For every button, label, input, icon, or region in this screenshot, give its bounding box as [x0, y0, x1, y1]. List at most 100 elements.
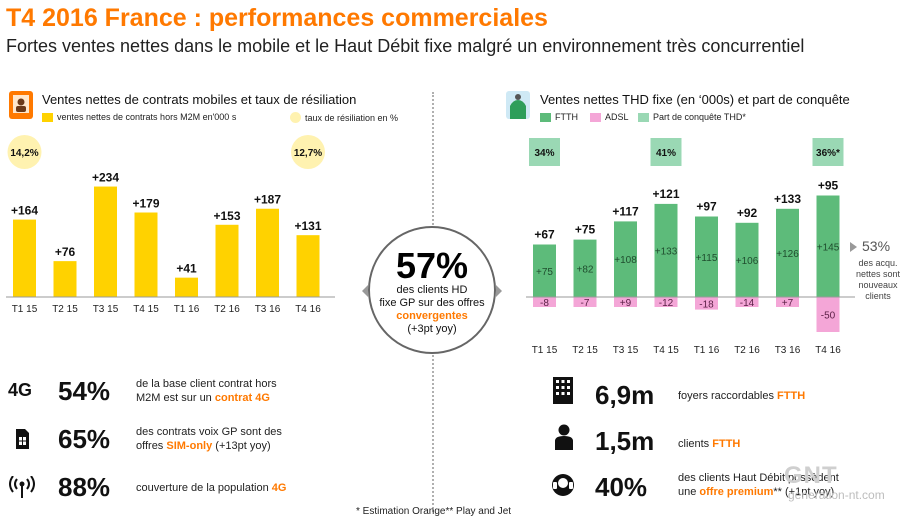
right-legend-share: Part de conquête THD*: [638, 112, 746, 122]
legend-label: FTTH: [555, 112, 578, 122]
bar-ftth-6: [776, 208, 799, 297]
ftth-value-label: +145: [817, 242, 840, 253]
ftth-value-label: +133: [655, 246, 678, 257]
bar-value-label: +153: [213, 209, 240, 223]
total-value-label: +95: [818, 179, 839, 193]
x-tick-label: T1 15: [532, 345, 558, 356]
share-box: [529, 138, 560, 166]
stat-desc-line: de la base client contrat hors: [136, 378, 277, 390]
bar-ftth-5: [735, 222, 759, 297]
stat-coverage-desc: couverture de la population 4G: [136, 481, 286, 495]
bar-ftth-2: [614, 221, 637, 297]
bar-value-label: +234: [92, 171, 119, 185]
total-value-label: +97: [696, 200, 717, 214]
total-value-label: +67: [534, 228, 555, 242]
bar-value-label: +187: [254, 193, 281, 207]
share-label: 34%: [534, 148, 554, 159]
x-tick-label: T3 15: [613, 345, 639, 356]
x-tick-label: T1 15: [12, 304, 38, 315]
bar-mobile-0: [13, 219, 36, 297]
bar-value-label: +41: [176, 262, 197, 276]
x-tick-label: T2 15: [52, 304, 78, 315]
bar-adsl-5: [735, 297, 759, 307]
bar-mobile-7: [296, 235, 320, 297]
left-legend-bar: ventes nettes de contrats hors M2M en'00…: [42, 112, 236, 122]
share-box: [812, 138, 844, 166]
right-legend-adsl: ADSL: [590, 112, 629, 122]
left-chart-title: Ventes nettes de contrats mobiles et tau…: [42, 92, 357, 107]
legend-swatch-yellow: [42, 112, 53, 122]
mobile-sales-chart: +164 T1 15 +76 T2 15 +234 T3 15 +179 T4 15 +41 T1…: [6, 135, 335, 315]
x-tick-label: T1 16: [694, 345, 720, 356]
stat-clients-desc: clients FTTH: [678, 437, 740, 451]
stat-simonly-desc: des contrats voix GP sont des offres SIM…: [136, 425, 282, 453]
stat-homes-value: 6,9m: [595, 380, 655, 410]
ftth-value-label: +82: [577, 264, 594, 275]
adsl-value-label: -8: [540, 298, 549, 309]
side-text: des acqu. nettes sont nouveaux clients: [855, 258, 901, 301]
bar-adsl-3: [654, 297, 678, 307]
convergence-yoy: (+3pt yoy): [407, 323, 457, 335]
total-value-label: +75: [575, 223, 596, 237]
total-value-label: +121: [652, 187, 679, 201]
convergence-text: fixe GP sur des offres: [379, 297, 485, 309]
stat-desc-line: M2M est sur un contrat 4G: [136, 391, 277, 405]
legend-label: ventes nettes de contrats hors M2M en'00…: [57, 112, 237, 122]
stat-premium-value: 40%: [595, 472, 648, 502]
x-tick-label: T2 16: [214, 304, 240, 315]
adsl-value-label: -18: [699, 299, 714, 310]
churn-dot: [291, 135, 325, 169]
stat-4g-desc: de la base client contrat hors M2M est s…: [136, 377, 277, 405]
total-value-label: +133: [774, 192, 801, 206]
right-legend-ftth: FTTH: [540, 112, 578, 122]
legend-label: ADSL: [605, 112, 629, 122]
stat-label: 4G: [8, 380, 33, 400]
person-icon: [554, 424, 574, 455]
legend-label: taux de résiliation en %: [305, 112, 399, 123]
bar-adsl-0: [533, 297, 556, 307]
stat-desc-line: des clients Haut Débit possèdent: [678, 472, 839, 484]
legend-swatch-pink: [590, 112, 601, 122]
stat-desc-highlight: FTTH: [777, 390, 806, 402]
watermark-logo: GNT: [784, 462, 838, 489]
legend-label: Part de conquête THD*: [653, 112, 746, 122]
bar-adsl-6: [776, 297, 799, 307]
stat-4g-label: 4G: [8, 380, 32, 401]
stat-desc-line: une offre premium** (+1pt yoy): [678, 485, 839, 499]
sim-card-icon: [14, 428, 30, 455]
churn-dot: [7, 135, 42, 169]
bar-value-label: +131: [294, 219, 321, 233]
x-tick-label: T2 16: [734, 345, 760, 356]
bar-mobile-5: [215, 224, 239, 297]
adsl-value-label: -14: [740, 298, 755, 309]
side-arrow: [850, 242, 857, 252]
stat-simonly-value: 65%: [58, 424, 111, 454]
stat-desc-text: offres: [136, 440, 167, 452]
stat-desc-highlight: offre premium: [699, 486, 774, 498]
ftth-value-label: +108: [614, 255, 637, 266]
mobile-icon: [8, 90, 34, 125]
bar-ftth-7: [816, 195, 840, 297]
stat-desc-text: ** (+1pt yoy): [773, 486, 835, 498]
ftth-value-label: +106: [736, 256, 759, 267]
fiber-sales-chart: +75 -8 +67 T1 15 +82 -7 +75 T2 15 +108 +9 +117 T3 1…: [526, 138, 855, 356]
page-title: T4 2016 France : performances commercial…: [6, 4, 548, 32]
x-tick-label: T3 16: [255, 304, 281, 315]
bar-ftth-1: [573, 239, 597, 297]
stat-desc-highlight: contrat 4G: [214, 392, 270, 404]
bar-mobile-3: [134, 212, 158, 297]
stat-desc-highlight: SIM-only: [166, 440, 213, 452]
x-tick-label: T3 15: [93, 304, 119, 315]
legend-swatch-dot: [290, 112, 301, 123]
stat-desc-text: foyers raccordables: [678, 390, 778, 402]
x-tick-label: T2 15: [572, 345, 598, 356]
convergence-circle: 57% des clients HD fixe GP sur des offre…: [368, 226, 496, 354]
adsl-value-label: +9: [620, 298, 632, 309]
circle-arrows: [362, 285, 502, 297]
adsl-value-label: -12: [659, 298, 674, 309]
total-value-label: +117: [612, 204, 639, 218]
bar-value-label: +179: [132, 197, 159, 211]
stat-homes-desc: foyers raccordables FTTH: [678, 389, 805, 403]
page-subtitle: Fortes ventes nettes dans le mobile et l…: [6, 36, 805, 56]
stat-4g-value: 54%: [58, 376, 111, 406]
